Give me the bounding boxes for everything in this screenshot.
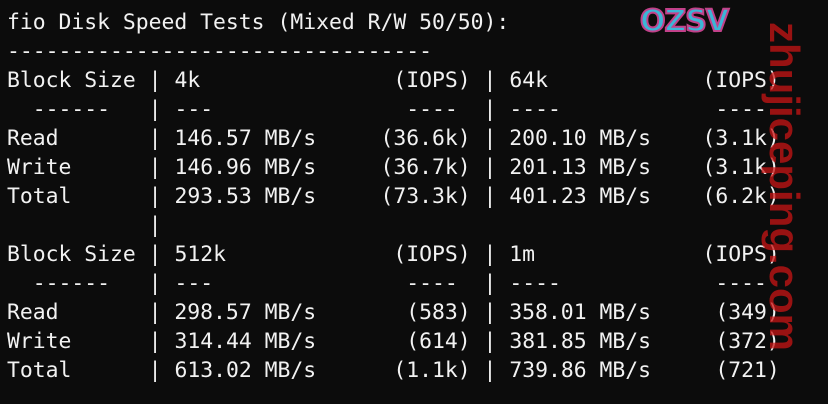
table-row: Read | 146.57 MB/s (36.6k) | 200.10 MB/s… <box>7 126 780 151</box>
cell: 298.57 MB/s <box>174 300 317 325</box>
cell: (3.1k) <box>702 155 780 180</box>
cell: (614) <box>406 329 471 354</box>
title-line: fio Disk Speed Tests (Mixed R/W 50/50): <box>7 8 780 37</box>
cell: --- <box>174 97 214 122</box>
cell: ---- <box>715 271 767 296</box>
cell: 358.01 MB/s <box>509 300 651 325</box>
cell: 381.85 MB/s <box>509 329 651 354</box>
cell: (IOPS) <box>393 68 471 93</box>
cell: (IOPS) <box>702 68 780 93</box>
dash-row: ------ | --- ---- | ---- ---- <box>32 97 767 122</box>
cell: 4k <box>174 68 201 93</box>
table-row: Write | 146.96 MB/s (36.7k) | 201.13 MB/… <box>7 155 780 180</box>
cell: (3.1k) <box>702 126 780 151</box>
header-row: Block Size | 512k (IOPS) | 1m (IOPS) <box>7 242 780 267</box>
cell: (IOPS) <box>393 242 471 267</box>
cell: ---- <box>509 97 561 122</box>
cell: (IOPS) <box>702 242 780 267</box>
cell: (73.3k) <box>380 184 471 209</box>
cell: 512k <box>174 242 226 267</box>
cell: (583) <box>406 300 471 325</box>
cell: ------ <box>32 97 111 122</box>
cell: Total <box>7 358 72 383</box>
cell: 613.02 MB/s <box>174 358 317 383</box>
table-row: Total | 613.02 MB/s (1.1k) | 739.86 MB/s… <box>7 358 780 383</box>
cell: 64k <box>509 68 548 93</box>
cell: 200.10 MB/s <box>509 126 651 151</box>
table-row: Total | 293.53 MB/s (73.3k) | 401.23 MB/… <box>7 184 780 209</box>
cell: Block Size <box>7 242 136 267</box>
cell: ---- <box>406 97 458 122</box>
cell: (349) <box>715 300 780 325</box>
cell: 146.57 MB/s <box>174 126 317 151</box>
rule-line: --------------------------------- <box>7 37 780 66</box>
cell: ---- <box>406 271 458 296</box>
cell: ------ <box>32 271 111 296</box>
cell: (721) <box>715 358 780 383</box>
cell: 314.44 MB/s <box>174 329 317 354</box>
cell: 293.53 MB/s <box>174 184 317 209</box>
cell: Write <box>7 329 72 354</box>
cell: ---- <box>509 271 561 296</box>
cell: 401.23 MB/s <box>509 184 651 209</box>
cell: (36.6k) <box>380 126 471 151</box>
cell: (6.2k) <box>702 184 780 209</box>
terminal-output: fio Disk Speed Tests (Mixed R/W 50/50): -… <box>7 8 780 385</box>
cell: fio Disk Speed Tests (Mixed R/W 50/50): <box>7 10 510 35</box>
cell: --- <box>174 271 214 296</box>
cell: 739.86 MB/s <box>509 358 651 383</box>
header-row: Block Size | 4k (IOPS) | 64k (IOPS) <box>7 68 780 93</box>
cell: Total <box>7 184 72 209</box>
cell: 1m <box>509 242 536 267</box>
separator-line: | <box>7 213 162 238</box>
cell: ---- <box>715 97 767 122</box>
cell: 146.96 MB/s <box>174 155 317 180</box>
cell: (1.1k) <box>393 358 471 383</box>
cell: --------------------------------- <box>7 39 432 64</box>
cell: 201.13 MB/s <box>509 155 651 180</box>
cell: (36.7k) <box>380 155 471 180</box>
table-row: Write | 314.44 MB/s (614) | 381.85 MB/s … <box>7 329 780 354</box>
cell: Read <box>7 126 59 151</box>
cell: Block Size <box>7 68 136 93</box>
table-row: Read | 298.57 MB/s (583) | 358.01 MB/s (… <box>7 300 780 325</box>
cell: Read <box>7 300 59 325</box>
cell: Write <box>7 155 72 180</box>
dash-row: ------ | --- ---- | ---- ---- <box>32 271 767 296</box>
cell: (372) <box>715 329 780 354</box>
